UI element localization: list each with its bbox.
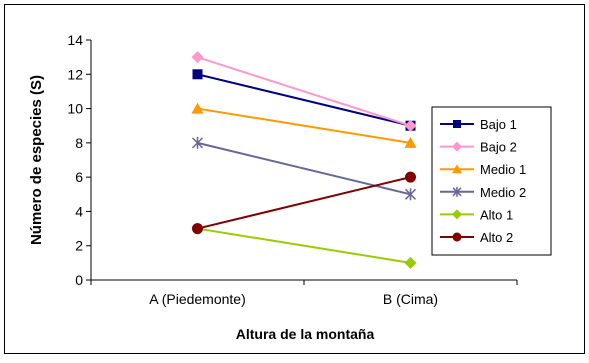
y-tick-label: 0 (75, 272, 83, 288)
y-tick-label: 2 (75, 238, 83, 254)
x-axis-title: Altura de la montaña (236, 326, 375, 342)
y-tick-label: 12 (67, 66, 83, 82)
data-point (404, 119, 417, 132)
legend-item: Bajo 2 (440, 140, 517, 155)
series-2 (191, 102, 417, 148)
legend-item: Alto 2 (440, 230, 513, 245)
y-tick-label: 8 (75, 135, 83, 151)
legend: Bajo 1 Bajo 2 Medio 1 Medio 2 Alto 1 Alto 2 (431, 106, 552, 256)
series-line (197, 73, 411, 127)
data-point (404, 256, 417, 269)
data-point (404, 136, 417, 148)
legend-box (431, 106, 552, 256)
series-1 (191, 51, 417, 132)
series-line (197, 107, 411, 144)
legend-marker (452, 232, 462, 242)
legend-label: Medio 2 (480, 185, 526, 200)
legend-label: Alto 2 (480, 230, 513, 245)
legend-item: Medio 2 (440, 185, 526, 200)
series-5 (192, 171, 416, 235)
y-tick-label: 14 (67, 32, 83, 48)
y-tick-label: 10 (67, 101, 83, 117)
series-line (197, 56, 411, 127)
legend-label: Bajo 2 (480, 140, 517, 155)
y-tick-label: 4 (75, 203, 83, 219)
data-point (191, 136, 204, 149)
legend-marker (453, 120, 461, 128)
legend-item: Medio 1 (440, 162, 526, 177)
x-tick-label: B (Cima) (383, 291, 438, 307)
data-point (405, 171, 416, 183)
data-point (404, 188, 417, 201)
series-line (197, 227, 411, 264)
x-tick-label: A (Piedemonte) (149, 291, 246, 307)
data-point (192, 223, 203, 235)
legend-marker (452, 209, 462, 220)
y-axis-title: Número de especies (S) (28, 75, 45, 245)
data-point (192, 69, 203, 80)
legend-label: Bajo 1 (480, 117, 517, 132)
legend-label: Alto 1 (480, 207, 513, 222)
y-tick-label: 6 (75, 169, 83, 185)
legend-label: Medio 1 (480, 162, 526, 177)
series-line (197, 176, 411, 230)
legend-item: Bajo 1 (440, 117, 517, 132)
data-point (191, 102, 204, 114)
legend-marker (452, 164, 462, 174)
legend-marker (452, 186, 462, 197)
data-point (191, 51, 204, 64)
legend-item: Alto 1 (440, 207, 513, 222)
legend-marker (452, 141, 462, 152)
